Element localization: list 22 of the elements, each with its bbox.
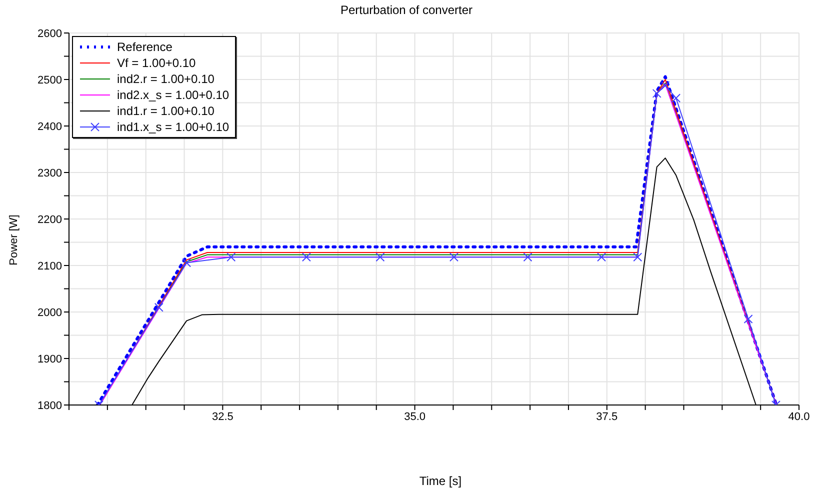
x-tick-label: 40.0 [788, 410, 810, 423]
x-tick-label: 35.0 [404, 410, 426, 423]
legend-label: ind2.x_s = 1.00+0.10 [117, 88, 230, 102]
y-tick-label: 2600 [38, 28, 62, 40]
y-tick-label: 2100 [38, 260, 62, 272]
y-tick-label: 1800 [38, 400, 62, 412]
y-tick-label: 1900 [38, 353, 62, 366]
y-tick-label: 2300 [38, 167, 62, 180]
y-tick-label: 2000 [38, 306, 62, 319]
x-tick-label: 32.5 [212, 410, 234, 423]
legend-label: ind1.r = 1.00+0.10 [117, 104, 214, 118]
y-tick-label: 2200 [38, 214, 62, 226]
y-tick-label: 2500 [38, 74, 62, 86]
legend-label: ind1.x_s = 1.00+0.10 [117, 120, 230, 134]
y-axis-title: Power [W] [8, 214, 20, 266]
legend-label: Vf = 1.00+0.10 [117, 56, 196, 70]
x-axis-title: Time [s] [418, 474, 463, 488]
chart-title: Perturbation of converter [339, 3, 474, 17]
legend-label: ind2.r = 1.00+0.10 [117, 72, 214, 86]
x-tick-label: 37.5 [596, 410, 618, 423]
y-tick-label: 2400 [38, 120, 62, 133]
legend-label: Reference [117, 40, 172, 54]
